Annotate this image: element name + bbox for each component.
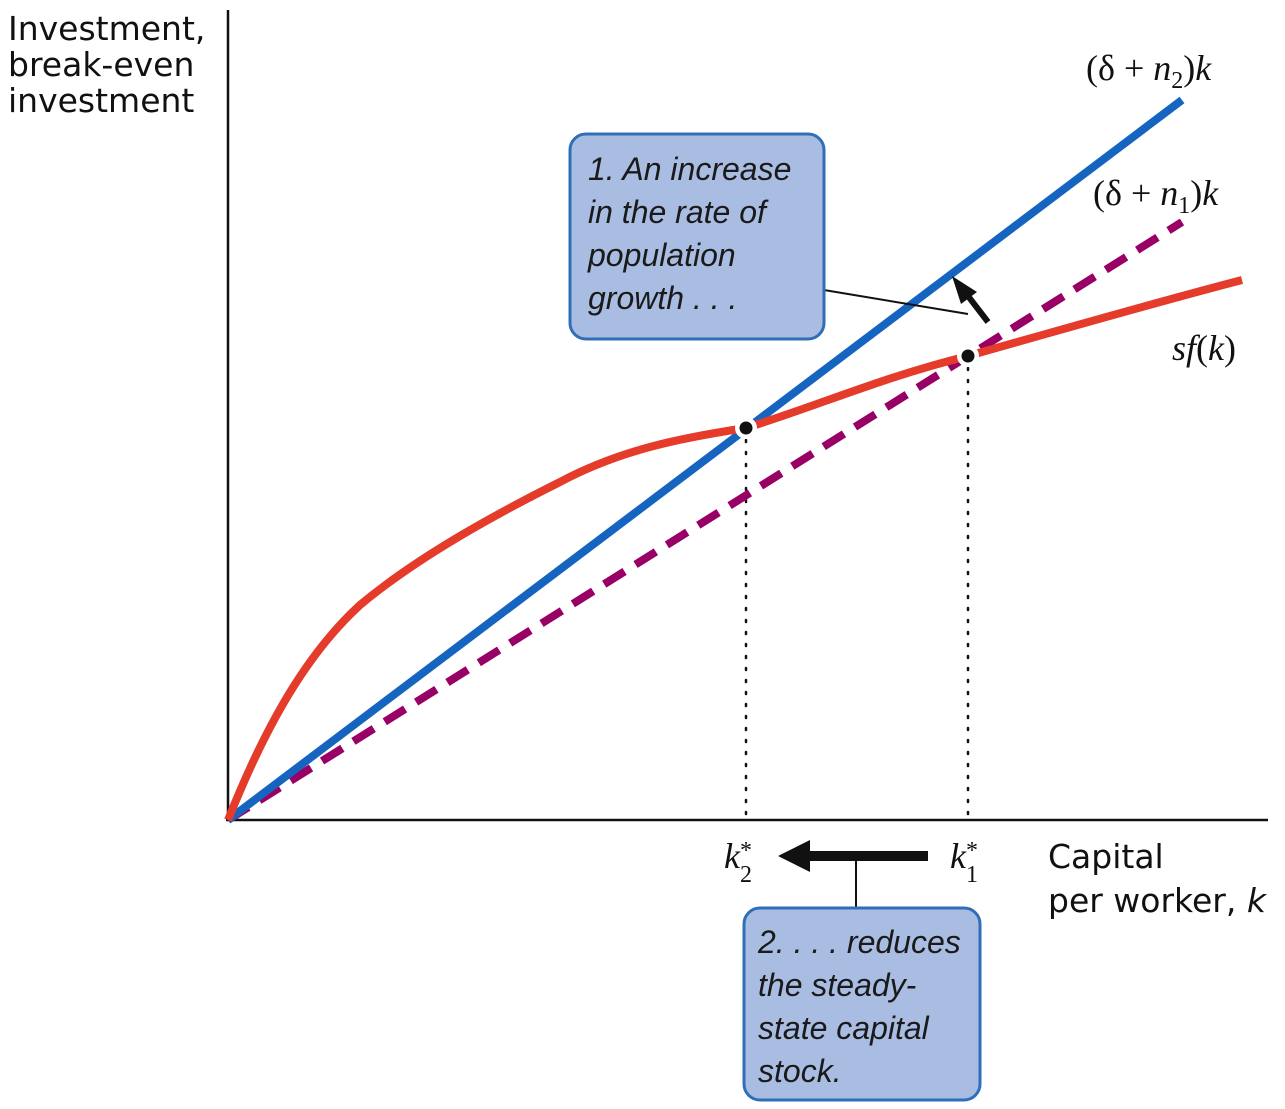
callout-2-box xyxy=(742,906,982,1102)
label-sf: sf(k) xyxy=(1172,328,1236,368)
y-axis-title: Investment, break-even investment xyxy=(8,9,216,120)
shift-arrow xyxy=(952,276,991,324)
x-axis-title-k: k xyxy=(1247,881,1268,920)
label-line-n1: (δ + n1)k xyxy=(1093,173,1219,219)
callout-2-text: 2. . . . reduces the steady- state capit… xyxy=(757,924,970,1089)
label-k2-star: k* 2 xyxy=(724,836,752,888)
steady-state-shift-arrow xyxy=(778,840,928,872)
callout-2: 2. . . . reduces the steady- state capit… xyxy=(742,906,982,1102)
callout-1: 1. An increase in the rate of population… xyxy=(568,132,826,341)
label-k1-star: k* 1 xyxy=(950,836,978,888)
x-axis-title-line-2: per worker, xyxy=(1048,881,1247,920)
y-axis-title-line-2: break-even xyxy=(8,45,194,84)
callout-1-text: 1. An increase in the rate of population… xyxy=(587,151,800,316)
break-even-line-n1 xyxy=(225,218,1185,824)
callout-1-box xyxy=(568,132,826,341)
investment-curve-sf xyxy=(224,276,1244,822)
y-axis-title-line-1: Investment, xyxy=(8,9,205,48)
label-line-n2: (δ + n2)k xyxy=(1086,48,1212,94)
steady-state-point-k2 xyxy=(739,421,753,435)
break-even-line-n2 xyxy=(225,96,1185,824)
x-axis-title-line-1: Capital xyxy=(1048,837,1164,876)
y-axis-title-line-3: investment xyxy=(8,81,194,120)
steady-state-point-k1 xyxy=(961,349,975,363)
x-axis-title: Capital per worker, k xyxy=(1048,837,1268,920)
callout-1-leader xyxy=(823,289,969,315)
